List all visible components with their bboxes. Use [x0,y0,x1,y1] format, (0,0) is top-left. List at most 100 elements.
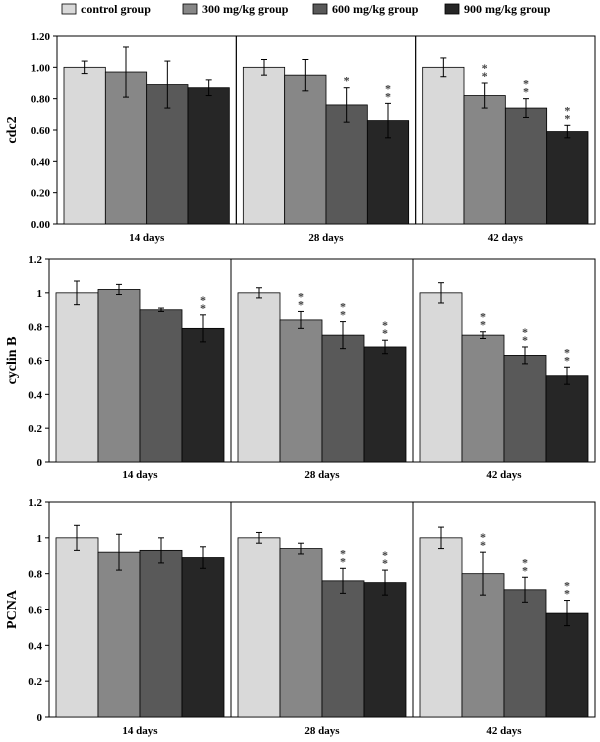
y-tick-label: 0.00 [31,219,51,231]
x-category-label: 28 days [304,725,340,737]
y-tick-label: 0.20 [31,188,51,200]
significance-star: * [382,548,388,562]
y-tick-label: 1.00 [31,62,51,74]
legend-swatch [444,3,460,15]
bar [55,292,99,463]
y-tick-label: 0.60 [31,125,51,137]
bar [279,319,323,463]
significance-star: * [522,563,528,577]
bar [97,551,141,718]
significance-star: * [482,61,488,75]
bar [55,537,99,718]
y-axis-title: cdc2 [5,116,20,143]
significance-star: * [564,587,570,601]
bar [146,84,189,225]
y-tick-label: 0.6 [28,605,42,617]
legend-item: control group [61,2,151,16]
significance-star: * [200,301,206,315]
bar [503,355,547,463]
y-tick-label: 0.8 [28,322,42,334]
significance-star: * [340,546,346,560]
y-tick-label: 0.40 [31,156,51,168]
legend-item: 600 mg/kg group [312,2,419,16]
significance-star: * [344,74,350,88]
significance-star: * [382,326,388,340]
bar [242,66,286,225]
y-tick-label: 0.8 [28,569,42,581]
significance-star: * [523,85,529,99]
legend-item: 300 mg/kg group [182,2,289,16]
y-tick-label: 0 [37,457,43,469]
bar [63,66,106,225]
significance-star: * [382,318,388,332]
significance-star: * [522,325,528,339]
y-tick-label: 1 [37,288,43,300]
significance-star: * [200,293,206,307]
bar [237,537,281,718]
significance-star: * [340,308,346,322]
bar [279,548,323,718]
x-category-label: 14 days [129,232,165,244]
x-category-label: 42 days [488,232,524,244]
bar [422,66,465,225]
significance-star: * [480,538,486,552]
legend-label: 300 mg/kg group [202,2,289,16]
bar [139,309,183,463]
legend-swatch [61,3,77,15]
y-tick-label: 1 [37,533,43,545]
x-category-label: 42 days [486,725,522,737]
legend-swatch [312,3,328,15]
bar [504,107,548,225]
significance-star: * [480,310,486,324]
x-category-label: 28 days [304,469,340,481]
y-axis-title: PCNA [5,589,20,629]
significance-star: * [564,345,570,359]
bar [546,131,589,225]
y-tick-label: 0.6 [28,356,42,368]
bar [139,549,183,718]
bar [545,612,589,718]
legend-item: 900 mg/kg group [444,2,551,16]
significance-star: * [564,103,570,117]
significance-star: * [522,555,528,569]
bar [97,289,141,463]
significance-star: * [522,333,528,347]
significance-star: * [523,77,529,91]
significance-star: * [480,530,486,544]
bar [181,557,225,718]
significance-star: * [564,579,570,593]
y-tick-label: 0.4 [28,389,42,401]
bar [461,334,505,463]
y-tick-label: 1.20 [31,31,51,43]
x-category-label: 42 days [486,469,522,481]
x-category-label: 14 days [122,469,158,481]
bar [419,292,463,463]
legend-label: 600 mg/kg group [332,2,419,16]
legend-label: 900 mg/kg group [464,2,551,16]
y-tick-label: 0.2 [28,676,42,688]
y-axis-title: cyclin B [5,337,20,385]
bar [321,334,365,463]
bar [284,74,327,225]
x-category-label: 28 days [308,232,344,244]
y-tick-label: 0.4 [28,640,42,652]
significance-star: * [382,556,388,570]
significance-star: * [385,89,391,103]
significance-star: * [480,318,486,332]
significance-star: * [564,353,570,367]
significance-star: * [385,81,391,95]
bar [363,582,407,718]
bar [187,87,230,225]
bar [181,327,225,463]
chart-panel-1: 0.00 0.20 0.40 0.60 0.80 1.00 1.20 cdc2 14 days 2… [5,31,596,244]
legend-label: control group [81,2,151,16]
legend-swatch [182,3,198,15]
x-category-label: 14 days [122,725,158,737]
y-tick-label: 1.2 [28,497,42,509]
y-tick-label: 0.2 [28,423,42,435]
bar [463,95,506,225]
significance-star: * [482,69,488,83]
